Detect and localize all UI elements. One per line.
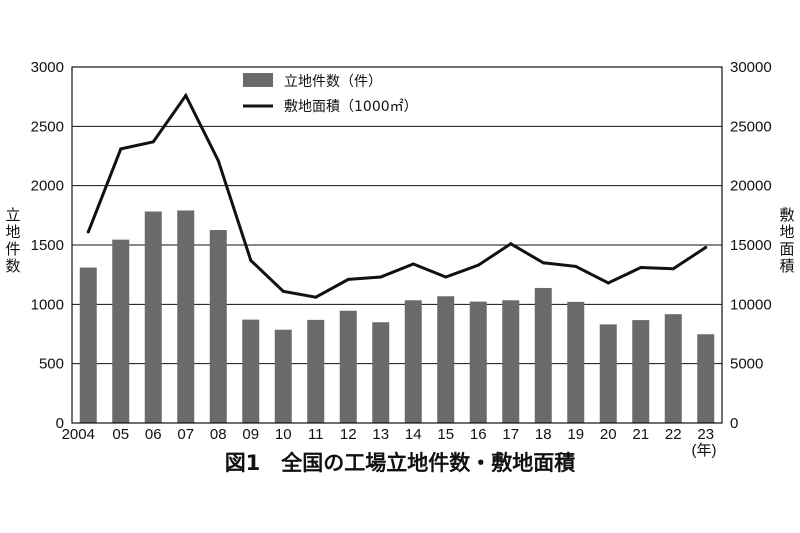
bar [404, 300, 422, 423]
bar [242, 319, 260, 423]
bar [372, 322, 390, 423]
bar [339, 310, 357, 423]
line-point [541, 261, 545, 265]
line-point [281, 289, 285, 293]
x-tick-label: 06 [145, 426, 162, 443]
x-tick-label: 05 [112, 426, 129, 443]
line-point [639, 266, 643, 270]
x-tick-label: 09 [242, 426, 259, 443]
x-tick-label: 19 [567, 426, 584, 443]
line-point [671, 267, 675, 271]
line-point [574, 264, 578, 268]
x-tick-label: 2004 [62, 426, 95, 443]
bar [209, 230, 227, 423]
x-tick-label: 23 [697, 426, 714, 443]
y-right-tick-label: 25000 [730, 118, 772, 135]
line-point [249, 258, 253, 262]
line-point [346, 277, 350, 281]
y-right-tick-label: 0 [730, 415, 738, 432]
axis-label-char: 積 [779, 257, 794, 275]
line-point [509, 242, 513, 246]
x-tick-label: 15 [437, 426, 454, 443]
y-right-tick-label: 15000 [730, 237, 772, 254]
bar [664, 314, 682, 423]
bar [144, 211, 162, 423]
y-left-tick-label: 2500 [31, 118, 64, 135]
y-left-tick-label: 500 [39, 356, 64, 373]
x-axis-unit: (年) [692, 442, 717, 459]
legend: 立地件数（件） 敷地面積（1000㎡） [243, 73, 418, 115]
y-right-tick-label: 10000 [730, 296, 772, 313]
axis-label-char: 地 [5, 223, 20, 241]
x-tick-label: 16 [470, 426, 487, 443]
line-point [444, 275, 448, 279]
bar [567, 301, 585, 423]
x-tick-label: 08 [210, 426, 227, 443]
axis-label-char: 数 [5, 257, 20, 275]
y-axis-left: 0 500 1000 1500 2000 2500 3000 [31, 59, 64, 432]
line-point [184, 93, 188, 97]
bar [534, 287, 552, 423]
y-left-tick-label: 3000 [31, 59, 64, 76]
y-axis-right-label: 敷地面積 [779, 206, 794, 275]
bar [307, 319, 325, 423]
x-tick-label: 11 [308, 426, 324, 443]
bar [274, 329, 292, 423]
plot-area-border [71, 66, 723, 424]
bar [632, 320, 650, 423]
line-point [216, 159, 220, 163]
legend-bar-swatch [243, 73, 273, 87]
axis-label-char: 件 [5, 240, 20, 258]
y-axis-right: 0 5000 10000 15000 20000 25000 30000 [730, 59, 772, 432]
y-left-tick-label: 1000 [31, 296, 64, 313]
bar [437, 296, 455, 423]
bar-series [79, 210, 715, 423]
x-tick-label: 22 [665, 426, 682, 443]
x-tick-label: 12 [340, 426, 357, 443]
x-tick-label: 13 [372, 426, 389, 443]
x-axis: 2004 05 06 07 08 09 10 11 12 13 14 15 16 17 18 19 20 21 22… [62, 426, 715, 443]
legend-bar-label: 立地件数（件） [284, 74, 382, 90]
bar [599, 324, 617, 423]
bar [112, 239, 130, 423]
y-right-tick-label: 20000 [730, 178, 772, 195]
y-right-tick-label: 30000 [730, 59, 772, 76]
axis-label-char: 立 [5, 206, 20, 224]
legend-line-label: 敷地面積（1000㎡） [284, 99, 418, 115]
x-tick-label: 20 [600, 426, 617, 443]
grid-lines [72, 125, 722, 365]
line-point [411, 262, 415, 266]
y-left-tick-label: 0 [56, 415, 64, 432]
y-axis-left-label: 立地件数 [5, 206, 20, 275]
x-tick-label: 18 [535, 426, 552, 443]
chart-title: 図1 全国の工場立地件数・敷地面積 [225, 451, 577, 475]
axis-label-char: 地 [779, 223, 794, 241]
y-left-tick-label: 1500 [31, 237, 64, 254]
bar [177, 210, 195, 423]
x-tick-label: 07 [177, 426, 194, 443]
line-point [606, 281, 610, 285]
x-tick-label: 10 [275, 426, 292, 443]
line-point [119, 147, 123, 151]
x-tick-label: 17 [502, 426, 519, 443]
line-point [379, 275, 383, 279]
bar [697, 334, 715, 423]
line-point [151, 140, 155, 144]
bar [79, 267, 97, 423]
axis-label-char: 面 [779, 240, 794, 258]
y-right-tick-label: 5000 [730, 356, 763, 373]
bar [502, 300, 520, 423]
x-tick-label: 21 [632, 426, 649, 443]
bar [469, 301, 487, 423]
line-point [314, 295, 318, 299]
x-tick-label: 14 [405, 426, 422, 443]
line-path [86, 92, 707, 299]
axis-label-char: 敷 [779, 206, 794, 224]
y-left-tick-label: 2000 [31, 178, 64, 195]
line-series [86, 92, 708, 299]
line-point [86, 230, 90, 234]
line-point [476, 263, 480, 267]
line-point [704, 245, 708, 249]
